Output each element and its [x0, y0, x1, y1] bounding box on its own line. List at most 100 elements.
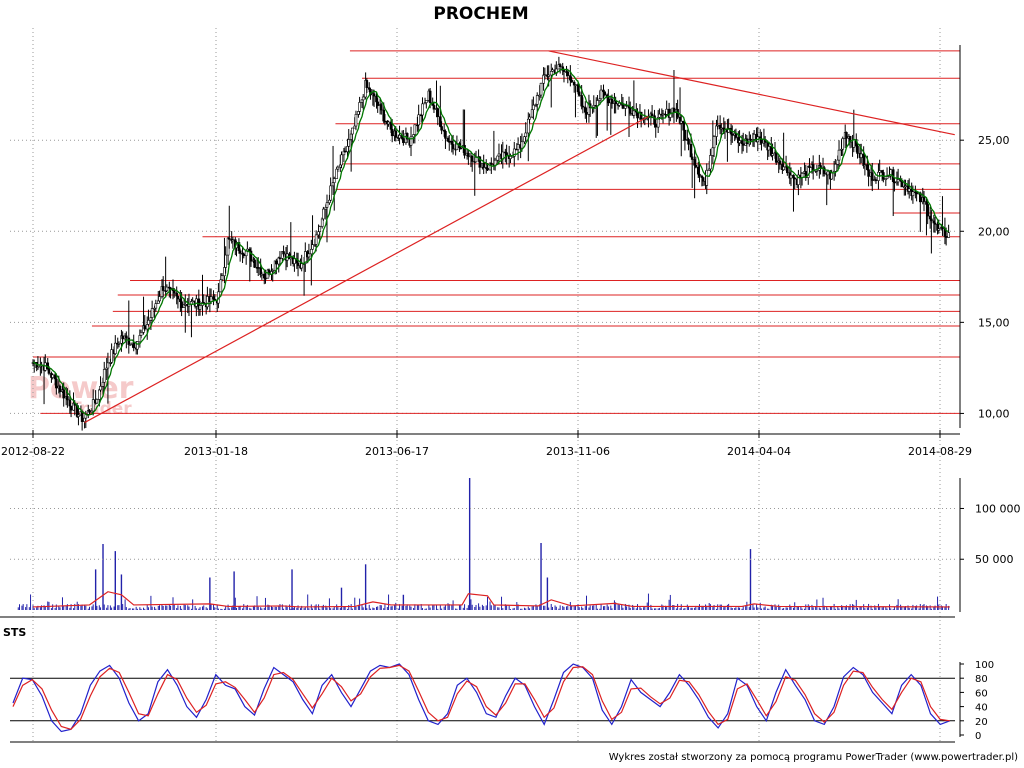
- candle-body: [911, 191, 915, 197]
- candle-body: [51, 374, 54, 378]
- candle-body: [110, 349, 113, 363]
- candle-body: [36, 366, 40, 369]
- trend-line: [548, 50, 955, 136]
- candle-body: [932, 220, 936, 224]
- candle-body: [375, 95, 378, 103]
- candle-body: [150, 308, 154, 318]
- candle-body: [175, 292, 178, 297]
- candle-body: [328, 199, 331, 204]
- candle-body: [698, 173, 701, 177]
- candle-body: [169, 287, 172, 290]
- x-axis-tick-label: 2014-08-29: [908, 445, 972, 458]
- candle-body: [447, 140, 451, 143]
- candle-body: [139, 332, 143, 336]
- candle-body: [358, 102, 361, 112]
- candle-body: [928, 215, 932, 220]
- trend-line: [84, 115, 649, 424]
- candle-body: [512, 148, 516, 157]
- candle-body: [303, 251, 307, 264]
- candle-body: [793, 177, 797, 180]
- candle-body: [551, 69, 554, 72]
- chart-title: PROCHEM: [433, 4, 528, 24]
- candle-body: [689, 143, 693, 158]
- candle-body: [402, 138, 405, 143]
- candle-body: [576, 84, 580, 93]
- candle-body: [354, 114, 358, 127]
- candle-body: [711, 147, 715, 156]
- candle-body: [98, 389, 101, 400]
- candle-body: [390, 129, 394, 137]
- candle-body: [661, 113, 665, 116]
- candle-body: [125, 335, 128, 339]
- candle-body: [701, 177, 705, 182]
- candle-body: [66, 396, 69, 401]
- price-panel: PROCHEM 10,00 15,00 20,00 25,00 2012-08-22 2…: [0, 4, 1010, 742]
- candle-body: [113, 342, 117, 354]
- candle-body: [866, 164, 869, 170]
- volume-ma-line: [32, 591, 950, 608]
- candle-body: [121, 335, 124, 340]
- candle-body: [834, 163, 837, 172]
- candle-body: [231, 239, 235, 242]
- candle-body: [413, 124, 417, 135]
- candle-body: [360, 99, 364, 103]
- candle-body: [128, 344, 132, 346]
- candle-body: [242, 253, 246, 257]
- candle-body: [244, 250, 248, 257]
- candle-body: [478, 156, 482, 168]
- candle-body: [300, 263, 303, 269]
- candle-body: [340, 154, 343, 166]
- candle-body: [99, 386, 102, 391]
- candle-body: [650, 113, 654, 117]
- candle-body: [53, 374, 57, 380]
- candle-body: [425, 100, 428, 103]
- candle-body: [311, 244, 314, 250]
- candle-body: [496, 155, 499, 161]
- candle-body: [682, 120, 685, 131]
- sts-y-tick-label: 40: [975, 703, 988, 714]
- candle-body: [774, 152, 778, 163]
- candle-body: [867, 169, 870, 177]
- candle-body: [841, 138, 845, 150]
- candle-body: [238, 250, 242, 254]
- candle-body: [382, 109, 386, 122]
- candle-body: [585, 111, 588, 115]
- candle-body: [535, 95, 539, 105]
- candle-body: [566, 71, 570, 76]
- x-axis-tick-label: 2013-06-17: [365, 445, 429, 458]
- sts-y-tick-label: 20: [975, 717, 988, 728]
- candle-body: [547, 74, 550, 77]
- candle-body: [227, 237, 231, 240]
- candle-body: [944, 236, 948, 238]
- candle-body: [738, 140, 741, 144]
- candle-body: [654, 124, 658, 128]
- candle-body: [259, 267, 262, 276]
- candle-body: [577, 91, 581, 96]
- candle-body: [147, 320, 150, 325]
- candle-body: [409, 136, 413, 146]
- candle-body: [653, 115, 656, 125]
- candle-body: [730, 133, 734, 136]
- candle-body: [220, 275, 224, 281]
- candle-body: [289, 257, 293, 260]
- candle-body: [293, 258, 296, 264]
- candle-body: [55, 378, 58, 389]
- candle-body: [132, 342, 136, 349]
- candle-body: [889, 169, 893, 177]
- candle-body: [428, 90, 432, 104]
- candle-body: [256, 267, 260, 269]
- candle-body: [569, 75, 572, 81]
- candle-body: [720, 127, 723, 130]
- candle-body: [249, 250, 253, 262]
- candle-body: [143, 325, 147, 330]
- candle-body: [101, 381, 105, 387]
- candle-body: [863, 164, 867, 167]
- candle-body: [749, 138, 752, 141]
- candle-body: [705, 169, 709, 186]
- sts-d-line: [12, 664, 950, 730]
- candle-body: [451, 144, 455, 150]
- candle-body: [539, 82, 543, 96]
- candle-body: [346, 145, 349, 153]
- candle-body: [224, 254, 227, 268]
- candle-body: [524, 132, 528, 137]
